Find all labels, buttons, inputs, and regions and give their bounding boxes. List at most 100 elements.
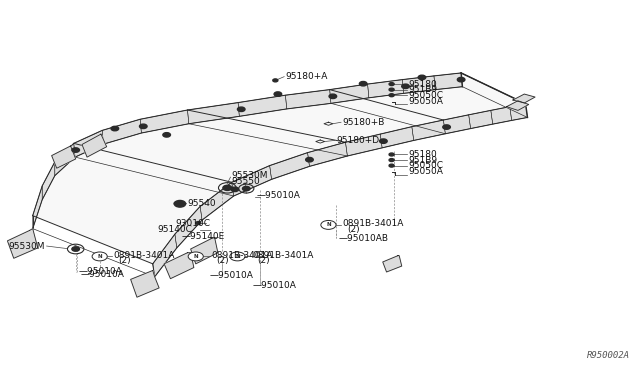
Circle shape <box>72 247 79 251</box>
Text: 95050C: 95050C <box>409 161 444 170</box>
Circle shape <box>223 185 232 190</box>
Polygon shape <box>238 95 287 116</box>
Polygon shape <box>367 80 491 115</box>
Polygon shape <box>200 182 234 220</box>
Circle shape <box>458 77 465 82</box>
Text: 0891B-3401A: 0891B-3401A <box>113 251 174 260</box>
Polygon shape <box>74 131 104 157</box>
Polygon shape <box>33 186 42 229</box>
Text: 0891B-3401A: 0891B-3401A <box>253 251 314 260</box>
Text: —95010A: —95010A <box>257 191 301 200</box>
Polygon shape <box>403 76 435 93</box>
Text: N: N <box>193 254 198 259</box>
Polygon shape <box>444 115 470 134</box>
Text: 95050A: 95050A <box>409 167 444 176</box>
Polygon shape <box>232 166 271 196</box>
Circle shape <box>360 81 367 86</box>
Polygon shape <box>434 73 525 107</box>
Text: (2): (2) <box>216 256 228 265</box>
Text: R950002A: R950002A <box>587 351 630 360</box>
Text: 95550: 95550 <box>232 177 260 186</box>
Circle shape <box>231 187 239 192</box>
Text: —95140E: —95140E <box>181 232 225 241</box>
Polygon shape <box>188 103 380 142</box>
Polygon shape <box>33 186 175 264</box>
Circle shape <box>306 157 313 162</box>
Circle shape <box>92 252 108 261</box>
Circle shape <box>274 92 282 96</box>
Text: 95050C: 95050C <box>409 91 444 100</box>
Polygon shape <box>82 134 107 157</box>
Circle shape <box>243 186 250 191</box>
Circle shape <box>389 94 394 97</box>
Polygon shape <box>188 103 239 124</box>
Circle shape <box>389 88 394 91</box>
Text: —95010AB: —95010AB <box>339 234 388 243</box>
Polygon shape <box>510 104 527 121</box>
Polygon shape <box>403 76 510 110</box>
Polygon shape <box>153 234 177 277</box>
Polygon shape <box>140 110 346 153</box>
Text: 951B9: 951B9 <box>409 155 438 164</box>
Circle shape <box>163 133 170 137</box>
Text: 95180+A: 95180+A <box>285 72 328 81</box>
Circle shape <box>196 222 201 225</box>
Circle shape <box>402 84 410 89</box>
Polygon shape <box>468 110 493 129</box>
Text: 95050A: 95050A <box>409 97 444 106</box>
Polygon shape <box>330 84 468 120</box>
Polygon shape <box>507 101 529 110</box>
Circle shape <box>174 202 179 205</box>
Text: N: N <box>235 254 240 259</box>
Polygon shape <box>164 253 194 279</box>
Polygon shape <box>8 229 38 258</box>
Circle shape <box>389 83 394 86</box>
Text: 0891B-3401A: 0891B-3401A <box>211 251 272 260</box>
Polygon shape <box>131 270 159 297</box>
Text: 95530M: 95530M <box>232 171 268 180</box>
Text: 95540: 95540 <box>187 199 216 208</box>
Text: —95010A: —95010A <box>78 267 122 276</box>
Polygon shape <box>140 110 189 133</box>
Circle shape <box>418 75 426 80</box>
Circle shape <box>188 252 204 261</box>
Circle shape <box>174 201 186 207</box>
Text: 95180: 95180 <box>409 80 437 89</box>
Circle shape <box>321 221 336 230</box>
Text: 95530M: 95530M <box>9 241 45 250</box>
Polygon shape <box>412 120 445 140</box>
Text: 95140C: 95140C <box>158 225 193 234</box>
Polygon shape <box>380 127 413 148</box>
Circle shape <box>389 164 394 167</box>
Text: —95010A: —95010A <box>80 270 124 279</box>
Polygon shape <box>42 162 55 200</box>
Polygon shape <box>285 90 444 127</box>
Polygon shape <box>367 80 404 98</box>
Text: (2): (2) <box>118 256 131 265</box>
Polygon shape <box>55 143 75 176</box>
Circle shape <box>111 126 118 131</box>
Polygon shape <box>285 90 331 109</box>
Text: N: N <box>326 222 331 227</box>
Polygon shape <box>102 119 141 144</box>
Polygon shape <box>308 142 348 166</box>
Polygon shape <box>74 131 269 182</box>
Text: —95010A: —95010A <box>253 281 296 290</box>
Polygon shape <box>434 73 462 90</box>
Polygon shape <box>491 107 511 124</box>
Polygon shape <box>330 84 369 103</box>
Circle shape <box>443 125 451 129</box>
Circle shape <box>389 158 394 161</box>
Text: 95180+D: 95180+D <box>336 136 379 145</box>
Text: 93010C: 93010C <box>175 219 210 228</box>
Polygon shape <box>238 95 412 134</box>
Text: 95180: 95180 <box>409 150 437 159</box>
Circle shape <box>237 107 245 112</box>
Circle shape <box>329 94 337 99</box>
Text: 0891B-3401A: 0891B-3401A <box>342 219 404 228</box>
Text: (2): (2) <box>348 225 360 234</box>
Circle shape <box>140 124 147 129</box>
Polygon shape <box>102 119 308 166</box>
Polygon shape <box>346 134 382 156</box>
Circle shape <box>230 252 245 261</box>
